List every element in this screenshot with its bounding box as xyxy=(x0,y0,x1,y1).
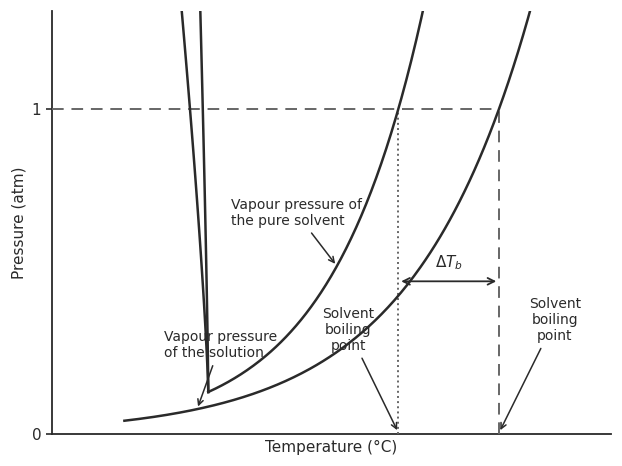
X-axis label: Temperature (°C): Temperature (°C) xyxy=(265,440,397,455)
Y-axis label: Pressure (atm): Pressure (atm) xyxy=(11,166,26,279)
Text: Vapour pressure
of the solution: Vapour pressure of the solution xyxy=(164,330,277,405)
Text: Solvent
boiling
point: Solvent boiling point xyxy=(322,307,396,429)
Text: $\Delta T_b$: $\Delta T_b$ xyxy=(435,253,463,272)
Text: Solvent
boiling
point: Solvent boiling point xyxy=(501,297,581,429)
Text: Vapour pressure of
the pure solvent: Vapour pressure of the pure solvent xyxy=(231,198,361,262)
